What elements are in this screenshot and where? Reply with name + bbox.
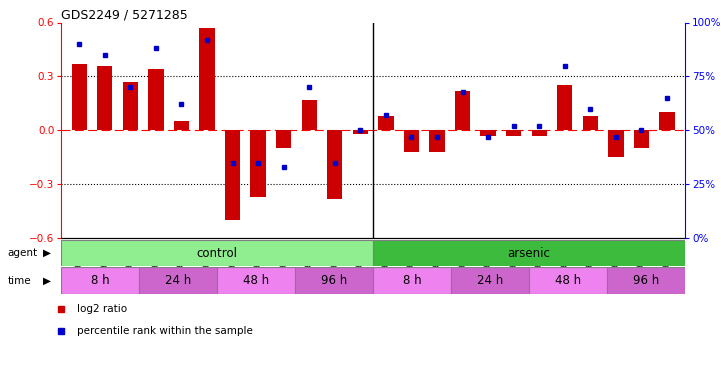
Bar <box>531 130 547 136</box>
Text: time: time <box>7 276 31 285</box>
Bar <box>373 240 685 266</box>
Text: arsenic: arsenic <box>508 247 550 259</box>
Bar <box>634 130 649 148</box>
Bar <box>506 130 521 136</box>
Bar <box>276 130 291 148</box>
Bar <box>301 100 317 130</box>
Text: 96 h: 96 h <box>321 274 348 287</box>
Bar <box>455 91 470 130</box>
Text: agent: agent <box>7 248 37 258</box>
Text: 96 h: 96 h <box>633 274 659 287</box>
Bar <box>199 28 215 130</box>
Bar <box>139 267 217 294</box>
Bar <box>373 267 451 294</box>
Text: log2 ratio: log2 ratio <box>77 304 127 313</box>
Bar <box>529 267 607 294</box>
Bar <box>609 130 624 157</box>
Bar <box>61 240 373 266</box>
Bar <box>480 130 496 136</box>
Bar <box>327 130 342 199</box>
Text: 48 h: 48 h <box>243 274 269 287</box>
Text: control: control <box>197 247 238 259</box>
Text: 8 h: 8 h <box>403 274 421 287</box>
Bar <box>379 116 394 130</box>
Text: percentile rank within the sample: percentile rank within the sample <box>77 326 253 336</box>
Text: ▶: ▶ <box>43 248 51 258</box>
Bar <box>250 130 266 197</box>
Bar <box>353 130 368 134</box>
Text: 24 h: 24 h <box>165 274 191 287</box>
Bar <box>404 130 419 152</box>
Text: GDS2249 / 5271285: GDS2249 / 5271285 <box>61 8 188 21</box>
Bar <box>660 112 675 130</box>
Bar <box>225 130 240 220</box>
Bar <box>174 122 189 130</box>
Bar <box>557 86 572 130</box>
Bar <box>429 130 445 152</box>
Bar <box>583 116 598 130</box>
Text: ▶: ▶ <box>43 276 51 285</box>
Bar <box>123 82 138 130</box>
Bar <box>61 267 139 294</box>
Bar <box>97 66 112 130</box>
Bar <box>607 267 685 294</box>
Bar <box>71 64 87 130</box>
Bar <box>451 267 529 294</box>
Text: 24 h: 24 h <box>477 274 503 287</box>
Bar <box>149 69 164 130</box>
Text: 48 h: 48 h <box>555 274 581 287</box>
Text: 8 h: 8 h <box>91 274 110 287</box>
Bar <box>217 267 295 294</box>
Bar <box>295 267 373 294</box>
